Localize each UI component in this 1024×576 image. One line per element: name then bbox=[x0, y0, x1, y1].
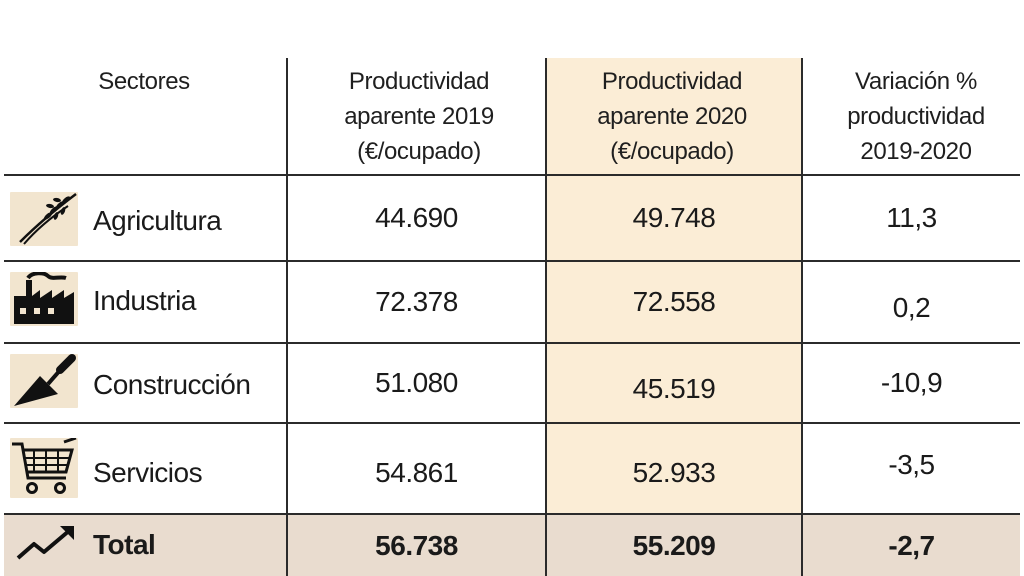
value-2019-servicios: 54.861 bbox=[375, 456, 458, 488]
shopping-cart-icon bbox=[10, 438, 78, 498]
factory-icon bbox=[10, 272, 78, 326]
value-2020-construccion: 45.519 bbox=[632, 373, 716, 404]
row-divider bbox=[4, 342, 1020, 344]
variation-construccion: -10,9 bbox=[880, 367, 943, 398]
variation-agricultura: 11,3 bbox=[886, 202, 937, 233]
value-2020-industria: 72.558 bbox=[632, 286, 716, 317]
row-divider bbox=[4, 513, 1020, 515]
sector-label-agricultura: Agricultura bbox=[93, 205, 222, 236]
value-2020-servicios: 52.933 bbox=[632, 456, 716, 488]
value-2019-industria: 72.378 bbox=[375, 286, 458, 317]
header-variacion: Variación % productividad 2019-2020 bbox=[847, 68, 985, 165]
total-row-background bbox=[4, 514, 1020, 576]
sector-label-total: Total bbox=[93, 529, 156, 560]
sector-label-industria: Industria bbox=[93, 285, 196, 316]
wheat-icon bbox=[10, 192, 78, 246]
row-divider bbox=[4, 422, 1020, 424]
row-divider bbox=[4, 260, 1020, 262]
value-2019-total: 56.738 bbox=[375, 529, 458, 561]
sector-label-servicios: Servicios bbox=[93, 457, 203, 488]
value-2019-construccion: 51.080 bbox=[375, 367, 458, 398]
row-divider bbox=[4, 174, 1020, 176]
trowel-icon bbox=[10, 354, 78, 408]
variation-industria: 0,2 bbox=[892, 292, 931, 323]
variation-total: -2,7 bbox=[888, 529, 935, 561]
value-2020-agricultura: 49.748 bbox=[632, 202, 716, 233]
column-divider bbox=[286, 58, 288, 576]
sector-label-construccion: Construcción bbox=[93, 369, 251, 400]
header-productividad-2020: Productividad aparente 2020 (€/ocupado) bbox=[597, 68, 747, 165]
trend-up-icon bbox=[10, 518, 78, 572]
variation-servicios: -3,5 bbox=[888, 448, 935, 480]
header-sectores: Sectores bbox=[98, 68, 190, 95]
column-divider bbox=[801, 58, 803, 576]
value-2019-agricultura: 44.690 bbox=[375, 202, 458, 233]
highlight-2020-column bbox=[546, 58, 801, 518]
value-2020-total: 55.209 bbox=[632, 529, 716, 561]
productivity-table: Sectores Productividad aparente 2019 (€/… bbox=[4, 58, 1020, 576]
header-productividad-2019: Productividad aparente 2019 (€/ocupado) bbox=[344, 68, 494, 165]
column-divider bbox=[545, 58, 547, 576]
